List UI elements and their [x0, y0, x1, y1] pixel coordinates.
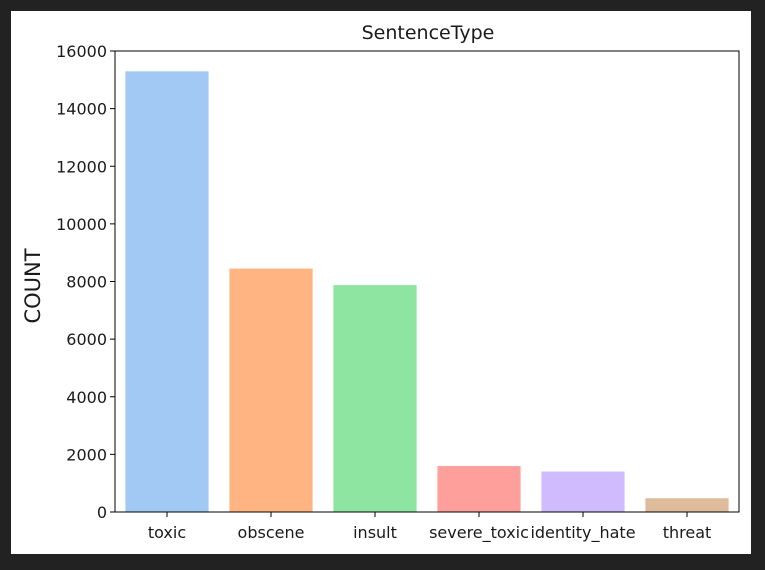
x-axis-ticks: toxic obscene insult severe_toxic identity_h… — [148, 512, 711, 543]
y-tick-label: 4000 — [66, 388, 107, 407]
y-tick-label: 8000 — [66, 273, 107, 292]
bar-threat — [645, 498, 729, 512]
y-tick-label: 6000 — [66, 330, 107, 349]
bar-insult — [333, 285, 417, 512]
plot-frame — [114, 50, 740, 513]
x-tick-label: identity_hate — [530, 523, 635, 543]
y-tick-label: 0 — [97, 503, 107, 522]
x-tick-label: severe_toxic — [429, 523, 529, 543]
bars-group — [125, 71, 729, 513]
y-tick-label: 14000 — [56, 100, 107, 119]
y-tick-label: 16000 — [56, 42, 107, 61]
x-tick-label: toxic — [148, 523, 186, 542]
y-tick-label: 2000 — [66, 445, 107, 464]
bar-identity-hate — [541, 471, 625, 512]
chart-figure: SentenceType COUNT 0 2000 4000 6000 8000 1000… — [11, 11, 751, 554]
x-tick-label: obscene — [238, 523, 305, 542]
y-axis-label: COUNT — [21, 248, 45, 323]
bar-chart: SentenceType COUNT 0 2000 4000 6000 8000 1000… — [21, 22, 740, 543]
y-axis-ticks: 0 2000 4000 6000 8000 10000 12000 14000 16000 — [56, 42, 115, 522]
bar-obscene — [229, 268, 313, 512]
bar-severe-toxic — [437, 466, 521, 512]
bar-toxic — [125, 71, 209, 513]
x-tick-label: threat — [663, 523, 712, 542]
y-tick-label: 10000 — [56, 215, 107, 234]
y-tick-label: 12000 — [56, 157, 107, 176]
chart-title: SentenceType — [362, 22, 495, 44]
x-tick-label: insult — [353, 523, 397, 542]
